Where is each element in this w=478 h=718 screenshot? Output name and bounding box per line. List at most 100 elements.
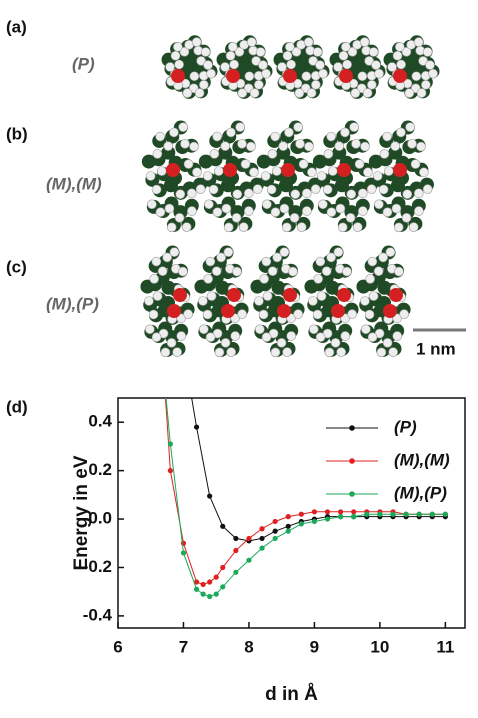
atom [416, 141, 426, 152]
atom [321, 266, 332, 276]
atom [421, 79, 431, 90]
atom [178, 266, 188, 277]
atom [284, 127, 294, 138]
data-point [193, 586, 200, 592]
atom [187, 206, 197, 216]
atom [198, 296, 208, 306]
atom [258, 309, 269, 320]
atom [199, 324, 209, 335]
molecule [329, 35, 386, 99]
data-point [213, 574, 219, 580]
atom [223, 222, 234, 233]
atom [405, 122, 415, 132]
atom [388, 347, 398, 357]
atom [223, 247, 234, 257]
atom [385, 247, 396, 257]
x-tick-label: 11 [436, 637, 454, 656]
atom [276, 338, 287, 348]
y-tick-label: 0.4 [88, 412, 112, 431]
data-point [161, 371, 166, 376]
atom [278, 141, 289, 151]
atom [286, 331, 297, 341]
atom [262, 199, 272, 210]
atom [340, 127, 350, 138]
x-tick-label: 7 [179, 637, 188, 656]
atom [351, 139, 361, 149]
atom [347, 309, 357, 319]
atom [291, 46, 302, 57]
atom [360, 296, 370, 306]
atom [281, 222, 292, 233]
atom [301, 188, 312, 199]
data-point [246, 535, 252, 542]
molecule-images [140, 35, 440, 358]
atom [379, 149, 390, 159]
plot-frame [117, 397, 466, 629]
data-point [167, 468, 173, 474]
atom [382, 338, 393, 348]
atom [303, 37, 314, 47]
atom [195, 184, 206, 194]
atom [182, 88, 193, 98]
atom [378, 252, 388, 263]
molecule [198, 120, 264, 233]
atom [163, 178, 178, 193]
atom [315, 332, 326, 342]
atom [174, 59, 184, 70]
atom [151, 332, 162, 342]
atom [366, 184, 377, 194]
atom [311, 79, 321, 90]
atom [350, 88, 361, 98]
atom [422, 47, 433, 57]
atom [176, 331, 187, 341]
atom [360, 141, 370, 152]
data-point [233, 569, 239, 575]
data-point [167, 441, 173, 447]
atom [283, 288, 297, 302]
data-point [377, 511, 383, 517]
molecule [216, 35, 273, 99]
data-point [403, 511, 409, 517]
atom [162, 252, 172, 263]
atom [171, 69, 185, 83]
data-point [207, 493, 213, 499]
atom [413, 37, 424, 47]
atom [191, 37, 202, 47]
atom [223, 163, 237, 177]
atom [357, 188, 368, 199]
data-point [285, 514, 291, 520]
atom [178, 122, 188, 132]
x-axis-label: d in Å [265, 684, 318, 705]
atom [277, 62, 287, 72]
data-point [285, 528, 291, 534]
atom [167, 304, 181, 318]
atom [357, 71, 368, 82]
atom [157, 266, 168, 276]
atom [352, 222, 363, 232]
atom [316, 291, 327, 301]
atom [220, 62, 230, 72]
atom [249, 167, 259, 178]
atom [220, 141, 231, 151]
atom [230, 331, 241, 341]
atom [214, 347, 225, 358]
atom [293, 309, 303, 319]
atom [383, 166, 394, 176]
atom [246, 37, 257, 47]
data-point [220, 584, 226, 590]
atom [362, 88, 373, 98]
atom [335, 203, 346, 214]
atom [258, 60, 268, 70]
atom [309, 324, 319, 335]
atom [282, 347, 292, 357]
atom [192, 167, 202, 178]
atom [243, 188, 254, 199]
data-point [193, 424, 200, 430]
atom [209, 149, 220, 159]
atom [340, 313, 350, 324]
atom [266, 184, 277, 195]
atom [176, 313, 186, 324]
atom [349, 122, 359, 132]
molecule [194, 245, 249, 358]
atom [206, 291, 217, 301]
